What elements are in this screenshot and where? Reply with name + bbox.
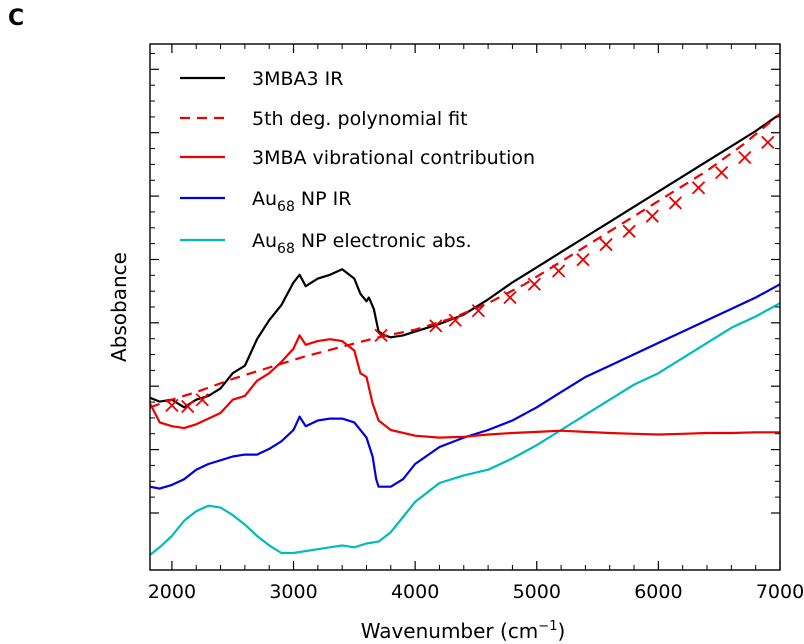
x-marker bbox=[165, 398, 179, 413]
x-marker bbox=[195, 393, 209, 407]
legend-entry-au68-electronic: Au68 NP electronic abs. bbox=[180, 230, 472, 257]
x-marker bbox=[599, 237, 613, 252]
x-marker bbox=[645, 209, 659, 223]
fit-point-markers bbox=[165, 135, 775, 414]
x-tick-label: 7000 bbox=[756, 581, 804, 603]
x-marker bbox=[714, 166, 729, 180]
legend: 3MBA3 IR 5th deg. polynomial fit 3MBA vi… bbox=[180, 68, 535, 257]
x-tick-label: 5000 bbox=[513, 581, 561, 603]
series-line-0 bbox=[150, 113, 780, 409]
series-line-4 bbox=[150, 302, 780, 556]
x-marker bbox=[576, 253, 590, 267]
x-tick-label: 2000 bbox=[148, 581, 196, 603]
x-marker bbox=[527, 277, 541, 291]
x-axis-title: Wavenumber (cm−1) bbox=[361, 619, 566, 643]
x-marker bbox=[622, 224, 636, 238]
x-marker bbox=[761, 135, 775, 150]
x-marker bbox=[429, 319, 443, 333]
series-line-2 bbox=[150, 334, 780, 439]
panel-label: C bbox=[8, 6, 25, 31]
plot-area bbox=[150, 113, 780, 556]
x-tick-label: 6000 bbox=[634, 581, 682, 603]
x-marker bbox=[374, 328, 388, 343]
legend-label: 5th deg. polynomial fit bbox=[252, 108, 468, 130]
legend-entry-3mba3-ir: 3MBA3 IR bbox=[180, 68, 343, 90]
legend-label: Au68 NP electronic abs. bbox=[252, 230, 472, 257]
x-marker bbox=[691, 181, 706, 195]
legend-label: 3MBA vibrational contribution bbox=[252, 147, 535, 169]
x-marker bbox=[668, 196, 683, 210]
legend-label: Au68 NP IR bbox=[252, 188, 351, 215]
x-marker bbox=[552, 264, 566, 278]
x-tick-label: 3000 bbox=[269, 581, 317, 603]
y-axis-title: Absobance bbox=[107, 252, 131, 362]
x-tick-labels: 2000 3000 4000 5000 6000 7000 bbox=[148, 581, 804, 603]
legend-entry-au68-ir: Au68 NP IR bbox=[180, 188, 351, 215]
x-marker bbox=[503, 290, 517, 305]
series-line-1 bbox=[150, 113, 780, 409]
x-tick-label: 4000 bbox=[391, 581, 439, 603]
legend-entry-vibrational: 3MBA vibrational contribution bbox=[180, 147, 535, 169]
x-marker bbox=[471, 304, 486, 318]
legend-label: 3MBA3 IR bbox=[252, 68, 343, 90]
x-marker bbox=[448, 313, 462, 327]
axis-ticks bbox=[150, 44, 781, 570]
series-line-3 bbox=[150, 283, 780, 490]
x-marker bbox=[181, 399, 195, 414]
x-marker bbox=[738, 150, 752, 165]
legend-entry-polynomial-fit: 5th deg. polynomial fit bbox=[180, 108, 468, 130]
